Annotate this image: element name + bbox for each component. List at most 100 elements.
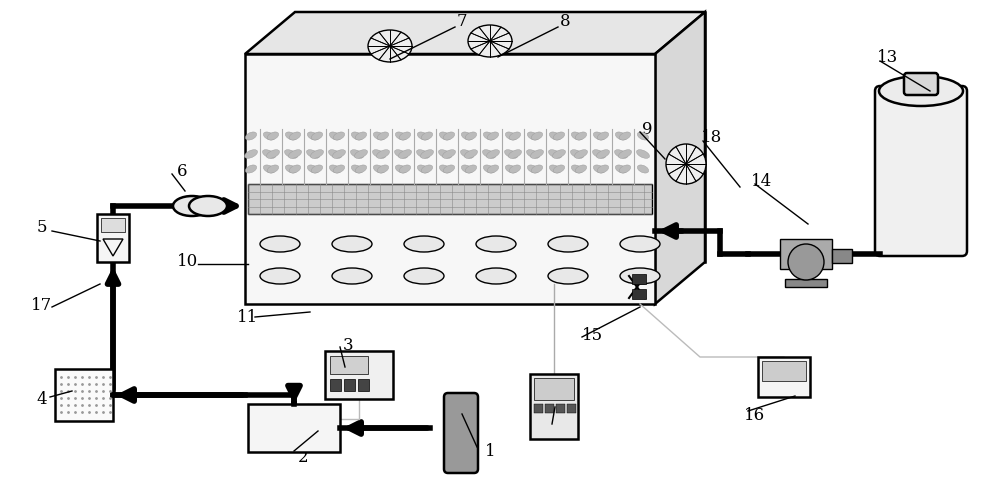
Bar bbox=[632, 289, 646, 299]
FancyBboxPatch shape bbox=[444, 393, 478, 473]
Ellipse shape bbox=[395, 165, 407, 174]
Ellipse shape bbox=[571, 133, 583, 141]
Ellipse shape bbox=[464, 150, 478, 159]
Ellipse shape bbox=[531, 165, 543, 174]
Ellipse shape bbox=[310, 150, 324, 159]
Text: 11: 11 bbox=[237, 309, 259, 326]
Ellipse shape bbox=[570, 150, 584, 159]
Ellipse shape bbox=[615, 165, 627, 174]
Ellipse shape bbox=[394, 150, 408, 159]
Bar bbox=[762, 361, 806, 381]
Text: 4: 4 bbox=[37, 391, 47, 407]
Ellipse shape bbox=[504, 150, 518, 159]
Ellipse shape bbox=[508, 150, 522, 159]
Ellipse shape bbox=[619, 133, 631, 141]
Ellipse shape bbox=[307, 133, 319, 141]
Ellipse shape bbox=[483, 165, 495, 174]
Polygon shape bbox=[295, 13, 705, 263]
Ellipse shape bbox=[399, 133, 411, 141]
Bar bbox=[534, 404, 543, 413]
Ellipse shape bbox=[404, 268, 444, 285]
Bar bbox=[325, 351, 393, 399]
Bar bbox=[101, 219, 125, 232]
Ellipse shape bbox=[350, 150, 364, 159]
Ellipse shape bbox=[307, 165, 319, 174]
Text: 17: 17 bbox=[31, 296, 53, 313]
Ellipse shape bbox=[636, 150, 650, 159]
Ellipse shape bbox=[354, 150, 368, 159]
Ellipse shape bbox=[420, 150, 434, 159]
Ellipse shape bbox=[260, 237, 300, 252]
Ellipse shape bbox=[879, 77, 963, 107]
Ellipse shape bbox=[260, 268, 300, 285]
Ellipse shape bbox=[461, 133, 473, 141]
Ellipse shape bbox=[637, 133, 649, 141]
Text: 2: 2 bbox=[298, 447, 308, 465]
Ellipse shape bbox=[263, 133, 275, 141]
Ellipse shape bbox=[476, 268, 516, 285]
Ellipse shape bbox=[245, 165, 257, 174]
Polygon shape bbox=[245, 13, 705, 55]
Ellipse shape bbox=[417, 165, 429, 174]
Ellipse shape bbox=[351, 133, 363, 141]
Bar bbox=[248, 184, 652, 215]
Ellipse shape bbox=[311, 165, 323, 174]
Bar bbox=[632, 274, 646, 285]
Bar bbox=[344, 379, 355, 391]
Ellipse shape bbox=[377, 165, 389, 174]
Text: 16: 16 bbox=[744, 406, 766, 423]
Ellipse shape bbox=[509, 133, 521, 141]
Ellipse shape bbox=[355, 133, 367, 141]
Polygon shape bbox=[655, 13, 705, 305]
Bar bbox=[530, 374, 578, 439]
Ellipse shape bbox=[597, 165, 609, 174]
Ellipse shape bbox=[505, 165, 517, 174]
Ellipse shape bbox=[571, 165, 583, 174]
Ellipse shape bbox=[465, 165, 477, 174]
Ellipse shape bbox=[597, 133, 609, 141]
Bar bbox=[785, 280, 827, 287]
Ellipse shape bbox=[329, 133, 341, 141]
Ellipse shape bbox=[328, 150, 342, 159]
Ellipse shape bbox=[620, 237, 660, 252]
Text: 18: 18 bbox=[701, 129, 723, 146]
Text: 1: 1 bbox=[485, 443, 495, 460]
Text: 5: 5 bbox=[37, 219, 47, 236]
Ellipse shape bbox=[373, 133, 385, 141]
Ellipse shape bbox=[614, 150, 628, 159]
Ellipse shape bbox=[332, 268, 372, 285]
Bar bbox=[330, 379, 341, 391]
Ellipse shape bbox=[575, 165, 587, 174]
Ellipse shape bbox=[553, 133, 565, 141]
Ellipse shape bbox=[417, 133, 429, 141]
Ellipse shape bbox=[482, 150, 496, 159]
Ellipse shape bbox=[530, 150, 544, 159]
Ellipse shape bbox=[593, 165, 605, 174]
Ellipse shape bbox=[637, 165, 649, 174]
Ellipse shape bbox=[439, 133, 451, 141]
Ellipse shape bbox=[421, 133, 433, 141]
Ellipse shape bbox=[527, 165, 539, 174]
Ellipse shape bbox=[476, 237, 516, 252]
Ellipse shape bbox=[398, 150, 412, 159]
Text: 8: 8 bbox=[560, 14, 570, 30]
Ellipse shape bbox=[619, 165, 631, 174]
Bar bbox=[545, 404, 554, 413]
Text: 6: 6 bbox=[177, 163, 187, 180]
Text: 3: 3 bbox=[343, 336, 353, 353]
Ellipse shape bbox=[549, 165, 561, 174]
Text: 10: 10 bbox=[177, 253, 199, 270]
Bar bbox=[55, 369, 113, 421]
Ellipse shape bbox=[311, 133, 323, 141]
Ellipse shape bbox=[244, 150, 258, 159]
Ellipse shape bbox=[666, 145, 706, 184]
Ellipse shape bbox=[552, 150, 566, 159]
Ellipse shape bbox=[461, 165, 473, 174]
Ellipse shape bbox=[553, 165, 565, 174]
Ellipse shape bbox=[263, 165, 275, 174]
Text: 14: 14 bbox=[751, 173, 773, 190]
Bar bbox=[567, 404, 576, 413]
Ellipse shape bbox=[377, 133, 389, 141]
Ellipse shape bbox=[505, 133, 517, 141]
Ellipse shape bbox=[486, 150, 500, 159]
